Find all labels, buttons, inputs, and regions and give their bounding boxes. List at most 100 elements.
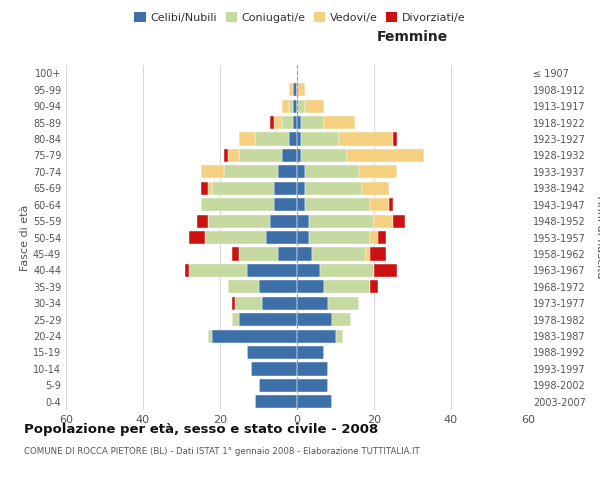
Bar [297,116,301,129]
Text: COMUNE DI ROCCA PIETORE (BL) - Dati ISTAT 1° gennaio 2008 - Elaborazione TUTTITA: COMUNE DI ROCCA PIETORE (BL) - Dati ISTA… [24,448,420,456]
Bar [201,198,274,211]
Bar [232,248,239,260]
Bar [293,83,297,96]
Bar [393,132,397,145]
Bar [259,280,297,293]
Bar [293,116,297,129]
Bar [259,379,297,392]
Bar [197,214,208,228]
Bar [297,149,301,162]
Bar [270,116,274,129]
Bar [297,395,332,408]
Bar [305,100,324,112]
Bar [208,214,270,228]
Bar [370,280,378,293]
Bar [297,280,324,293]
Bar [232,313,239,326]
Bar [297,248,313,260]
Bar [289,83,293,96]
Y-axis label: Anni di nascita: Anni di nascita [595,196,600,279]
Bar [224,165,278,178]
Bar [305,165,359,178]
Bar [366,248,370,260]
Bar [324,280,370,293]
Bar [297,100,305,112]
Bar [297,313,332,326]
Bar [305,182,362,195]
Bar [208,330,212,342]
Bar [301,116,324,129]
Bar [289,132,297,145]
Bar [228,280,259,293]
Bar [274,182,297,195]
Bar [297,83,305,96]
Bar [289,100,293,112]
Bar [239,149,281,162]
Bar [212,182,274,195]
Bar [247,346,297,359]
Bar [301,132,340,145]
Bar [297,231,308,244]
Bar [370,198,389,211]
Bar [297,198,305,211]
Bar [297,296,328,310]
Bar [374,264,397,277]
Bar [281,149,297,162]
Bar [324,116,355,129]
Bar [251,362,297,376]
Bar [393,214,405,228]
Bar [301,149,347,162]
Bar [247,264,297,277]
Bar [320,264,374,277]
Bar [201,165,224,178]
Bar [224,149,228,162]
Bar [297,264,320,277]
Bar [208,182,212,195]
Bar [370,231,378,244]
Bar [278,165,297,178]
Text: Popolazione per età, sesso e stato civile - 2008: Popolazione per età, sesso e stato civil… [24,422,378,436]
Bar [232,296,235,310]
Text: Femmine: Femmine [377,30,448,44]
Bar [212,330,297,342]
Bar [297,165,305,178]
Bar [201,182,208,195]
Y-axis label: Fasce di età: Fasce di età [20,204,30,270]
Bar [389,198,393,211]
Bar [239,313,297,326]
Bar [270,214,297,228]
Bar [281,116,293,129]
Bar [347,149,424,162]
Bar [359,165,397,178]
Bar [335,330,343,342]
Bar [189,231,205,244]
Bar [297,346,324,359]
Bar [278,248,297,260]
Bar [185,264,189,277]
Bar [274,198,297,211]
Bar [297,182,305,195]
Bar [281,100,289,112]
Bar [254,395,297,408]
Bar [362,182,389,195]
Bar [189,264,247,277]
Bar [205,231,266,244]
Bar [266,231,297,244]
Bar [297,379,328,392]
Bar [274,116,281,129]
Bar [340,132,393,145]
Bar [235,296,262,310]
Bar [378,231,386,244]
Bar [308,214,374,228]
Bar [262,296,297,310]
Bar [297,132,301,145]
Bar [297,330,335,342]
Bar [293,100,297,112]
Bar [239,248,278,260]
Bar [332,313,351,326]
Bar [305,198,370,211]
Bar [297,362,328,376]
Legend: Celibi/Nubili, Coniugati/e, Vedovi/e, Divorziati/e: Celibi/Nubili, Coniugati/e, Vedovi/e, Di… [130,8,470,28]
Bar [328,296,359,310]
Bar [297,214,308,228]
